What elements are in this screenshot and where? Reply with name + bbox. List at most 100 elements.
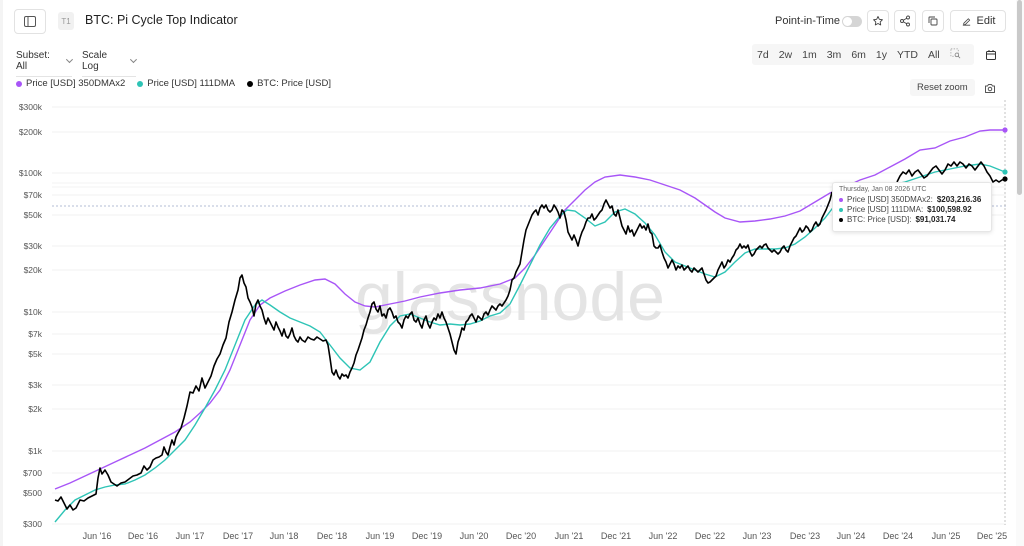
x-tick: Jun '19 [365, 531, 395, 541]
tooltip-label: BTC: Price [USD]: [847, 215, 912, 224]
x-tick: Jun '23 [742, 531, 772, 541]
edit-button[interactable]: Edit [950, 10, 1006, 32]
point-in-time-label: Point-in-Time [775, 15, 840, 27]
edit-label: Edit [976, 15, 996, 27]
camera-icon [985, 84, 995, 93]
tooltip-dot-icon [839, 218, 843, 222]
tooltip-dot-icon [839, 208, 843, 212]
left-edge [0, 0, 3, 546]
y-tick: $3k [28, 380, 42, 390]
scale-dropdown[interactable]: Scale Log [82, 50, 138, 77]
legend-item-350dmax2[interactable]: Price [USD] 350DMAx2 [16, 78, 125, 89]
legend-label: Price [USD] 111DMA [147, 78, 236, 89]
share-button[interactable] [894, 10, 916, 32]
duplicate-button[interactable] [922, 10, 944, 32]
marker-350dmax2 [1002, 127, 1008, 133]
y-tick: $10k [23, 307, 42, 317]
export-image-button[interactable] [984, 81, 996, 99]
y-tick: $50k [23, 210, 42, 220]
range-2w[interactable]: 2w [778, 48, 793, 61]
legend-dot-icon [137, 80, 144, 87]
tooltip-value: $203,216.36 [936, 195, 982, 204]
y-tick: $200k [18, 127, 42, 137]
x-tick: Dec '16 [127, 531, 159, 541]
pencil-icon [962, 17, 970, 26]
share-icon [900, 15, 910, 27]
page-scrollbar-track[interactable] [1016, 0, 1024, 546]
tooltip-value: $100,598.92 [927, 205, 972, 214]
range-1m[interactable]: 1m [802, 48, 817, 61]
page-scrollbar-thumb[interactable] [1017, 0, 1022, 195]
zoom-select-button[interactable] [945, 48, 966, 62]
tooltip-label: Price [USD] 350DMAx2: [847, 195, 933, 204]
x-tick: Dec '25 [976, 531, 1008, 541]
time-range-selector: 7d 2w 1m 3m 6m 1y YTD All [752, 44, 974, 65]
copy-icon [928, 16, 938, 26]
legend-dot-icon [247, 80, 254, 87]
zoom-select-icon [950, 48, 961, 58]
y-tick: $500 [23, 488, 42, 498]
range-3m[interactable]: 3m [826, 48, 842, 61]
range-6m[interactable]: 6m [851, 48, 866, 61]
page-title: BTC: Pi Cycle Top Indicator [85, 13, 238, 27]
scale-label: Scale Log [82, 50, 108, 72]
y-tick: $30k [23, 241, 42, 251]
marker-111dma [1002, 169, 1008, 175]
range-ytd[interactable]: YTD [897, 48, 918, 61]
marker-btc-price [1002, 176, 1008, 182]
calendar-button[interactable] [979, 44, 1003, 65]
range-7d[interactable]: 7d [757, 48, 769, 61]
x-tick: Dec '21 [600, 531, 632, 541]
legend-dot-icon [16, 80, 22, 87]
x-tick: Jun '17 [175, 531, 205, 541]
gridlines [52, 106, 1006, 525]
subset-label: Subset: All [16, 50, 50, 72]
y-tick: $5k [28, 349, 42, 359]
calendar-icon [986, 49, 996, 60]
y-tick: $1k [28, 446, 42, 456]
x-tick: Dec '23 [789, 531, 821, 541]
x-tick: Dec '22 [694, 531, 726, 541]
tooltip-row-btc-price: BTC: Price [USD]: $91,031.74 [839, 215, 985, 225]
x-tick: Jun '20 [459, 531, 489, 541]
tooltip-dot-icon [839, 198, 843, 202]
y-tick: $7k [28, 329, 42, 339]
range-1y[interactable]: 1y [875, 48, 887, 61]
x-tick: Jun '22 [648, 531, 678, 541]
tooltip-label: Price [USD] 111DMA: [847, 205, 924, 214]
x-tick: Jun '18 [269, 531, 299, 541]
legend-label: BTC: Price [USD] [257, 78, 331, 89]
sidebar-icon [24, 16, 36, 27]
x-tick: Dec '18 [316, 531, 348, 541]
favorite-button[interactable] [867, 10, 889, 32]
x-tick: Dec '20 [505, 531, 537, 541]
point-in-time-toggle[interactable] [842, 16, 862, 27]
y-tick: $70k [23, 190, 42, 200]
y-tick: $2k [28, 404, 42, 414]
sidebar-toggle-button[interactable] [14, 9, 46, 34]
legend-item-btc-price[interactable]: BTC: Price [USD] [247, 78, 331, 89]
y-tick: $300 [23, 519, 42, 529]
series-111dma-line [54, 163, 1006, 523]
tooltip-row-350dmax2: Price [USD] 350DMAx2: $203,216.36 [839, 195, 985, 205]
star-icon [873, 16, 883, 26]
x-tick: Dec '17 [222, 531, 254, 541]
tooltip-row-111dma: Price [USD] 111DMA: $100,598.92 [839, 205, 985, 215]
series-btc-price-line [54, 191, 833, 511]
y-tick: $700 [23, 468, 42, 478]
legend-label: Price [USD] 350DMAx2 [26, 78, 126, 89]
legend-item-111dma[interactable]: Price [USD] 111DMA [137, 78, 235, 89]
x-tick: Jun '25 [931, 531, 961, 541]
tooltip-value: $91,031.74 [915, 215, 956, 224]
watermark: glassnode [355, 259, 665, 335]
subset-dropdown[interactable]: Subset: All [16, 50, 74, 77]
y-tick: $300k [18, 102, 42, 112]
range-all[interactable]: All [928, 48, 940, 61]
x-tick: Dec '19 [411, 531, 443, 541]
chart-tooltip: Thursday, Jan 08 2026 UTC Price [USD] 35… [832, 182, 992, 232]
header-bar: T1 BTC: Pi Cycle Top Indicator Point-in-… [0, 0, 1010, 44]
chart-legend: Price [USD] 350DMAx2 Price [USD] 111DMA … [16, 78, 331, 89]
x-tick: Jun '21 [554, 531, 584, 541]
reset-zoom-button[interactable]: Reset zoom [910, 79, 975, 96]
